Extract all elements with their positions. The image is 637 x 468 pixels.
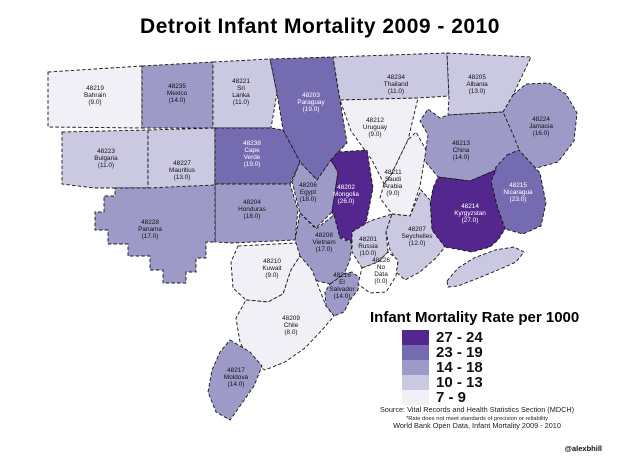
region-48211-saudi-arabia: 48211 Saudi Arabia (9.0) (379, 131, 427, 217)
region-label: 48228 Panama (17.0) (138, 219, 162, 240)
region-label: 48206 Egypt (18.0) (299, 182, 317, 203)
source-line-1: Source: Vital Records and Health Statist… (380, 405, 574, 414)
regions: 48219 Bahrain (9.0) 48235 Mexico (14.0) 4822… (47, 52, 578, 421)
legend-row: 14 - 18 (402, 359, 483, 376)
region-48217-moldova: 48217 Moldova (14.0) (207, 339, 263, 421)
region-48235-mexico: 48235 Mexico (14.0) (141, 61, 214, 129)
region-label: 48213 China (14.0) (452, 140, 470, 161)
region-label: 48209 Chile (8.0) (282, 315, 300, 336)
region-48221-sri-lanka: 48221 Sri Lanka (11.0) (212, 58, 278, 129)
legend-row: 27 - 24 (402, 329, 483, 346)
region-48209-chile: 48209 Chile (8.0) (235, 255, 335, 371)
legend-row: 10 - 13 (402, 374, 483, 391)
region-label: 48224 Jamacia (16.0) (529, 116, 553, 137)
region-48223-bulgaria: 48223 Bulgaria (11.0) (61, 129, 149, 189)
region-48206-egypt: 48206 Egypt (18.0) (291, 159, 339, 229)
map-title: Detroit Infant Mortality 2009 - 2010 (140, 15, 500, 38)
region-label: 48207 Seychelles (12.0) (402, 226, 433, 247)
region-label: 48202 Mongolia (26.0) (333, 184, 359, 205)
region-48216-el-salvador: 48216 El Salvador (14.0) (324, 271, 361, 317)
region-label: 48223 Bulgaria (11.0) (94, 148, 118, 169)
region-48202-mongolia: 48202 Mongolia (26.0) (330, 149, 374, 243)
region-label: 48221 Sri Lanka (11.0) (232, 78, 250, 106)
legend-class-label: 23 - 19 (436, 344, 483, 361)
region-48201-russia: 48201 Russia (10.0) (351, 213, 393, 269)
attribution: @alexbhill (565, 444, 602, 453)
source-line-3: World Bank Open Data, Infant Mortality 2… (393, 421, 561, 430)
region-48215-nicaragua: 48215 Nicaragua (23.0) (490, 149, 547, 235)
legend-class-label: 27 - 24 (436, 329, 483, 346)
legend-swatch (402, 345, 429, 360)
legend-row: 7 - 9 (402, 389, 466, 406)
region-label: 48204 Honduras (18.0) (238, 199, 266, 220)
legend-class-label: 7 - 9 (436, 389, 466, 406)
region-label: 48201 Russia (10.0) (358, 236, 378, 257)
region-label: 48211 Saudi Arabia (9.0) (384, 169, 403, 197)
region-48234-thailand: 48234 Thailand (11.0) (332, 52, 450, 101)
region-label: 48205 Albania (13.0) (466, 74, 488, 95)
region-48228-panama: 48228 Panama (17.0) (94, 184, 216, 284)
region-label: 48238 Cape Verde (19.0) (243, 140, 261, 168)
legend-row: 23 - 19 (402, 344, 483, 361)
legend-swatch (402, 390, 429, 405)
region-label: 48212 Uruguay (9.0) (363, 117, 388, 138)
legend-title: Infant Mortality Rate per 1000 (370, 309, 579, 326)
region-48207-seychelles: 48207 Seychelles (12.0) (385, 189, 446, 281)
region-label: 48203 Paraguay (19.0) (297, 92, 325, 113)
source-line-2: *Rate does not meet standards of precisi… (406, 416, 548, 422)
region-belle-isle (446, 246, 525, 288)
legend-class-label: 14 - 18 (436, 359, 483, 376)
region-48210-kuwait: 48210 Kuwait (9.0) (230, 242, 301, 303)
region-label: 48208 Vietnam (17.0) (312, 232, 335, 253)
region-48226-no-data: 48226 No Data (0.0) (357, 251, 399, 294)
region-48213-china: 48213 China (14.0) (419, 108, 521, 182)
legend-swatch (402, 360, 429, 375)
region-48204-honduras: 48204 Honduras (18.0) (214, 183, 299, 244)
legend: Infant Mortality Rate per 1000 27 - 24 2… (370, 309, 579, 430)
region-label: 48234 Thailand (11.0) (384, 74, 409, 95)
region-label: 48210 Kuwait (9.0) (262, 258, 281, 279)
region-label: 48226 No Data (0.0) (372, 257, 390, 285)
region-label: 48214 Kyrgyzstan (27.0) (454, 203, 486, 224)
legend-swatch (402, 330, 429, 345)
region-label: 48216 El Salvador (14.0) (329, 272, 355, 300)
region-label: 48217 Moldova (14.0) (224, 367, 249, 388)
region-48219-bahrain: 48219 Bahrain (9.0) (47, 65, 143, 129)
region-label: 48235 Mexico (14.0) (167, 83, 188, 104)
region-label: 48215 Nicaragua (23.0) (503, 182, 533, 203)
region-label: 48219 Bahrain (9.0) (84, 85, 106, 106)
legend-class-label: 10 - 13 (436, 374, 483, 391)
legend-swatch (402, 375, 429, 390)
region-label: 48227 Mauritius (13.0) (169, 160, 195, 181)
